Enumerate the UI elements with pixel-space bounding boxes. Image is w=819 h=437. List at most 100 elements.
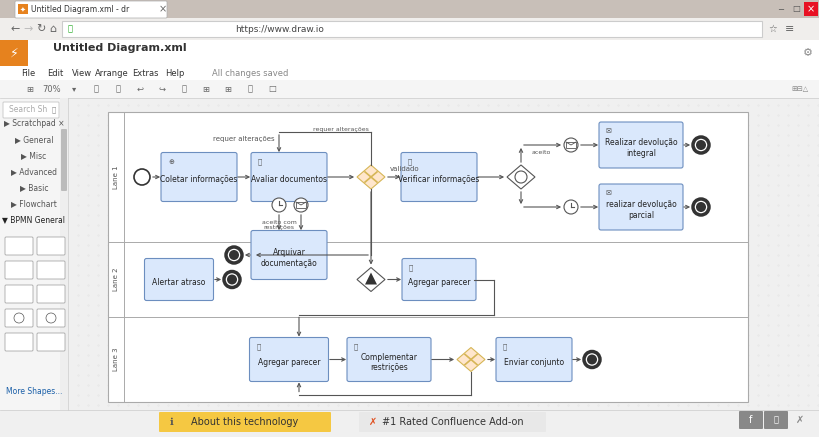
Circle shape [563,138,577,152]
Text: ×: × [806,4,814,14]
Text: More Shapes...: More Shapes... [6,388,62,396]
Text: Complementar
restrições: Complementar restrições [360,353,417,372]
Bar [62,21,761,37]
Bar [68,98,819,410]
Text: ▶ Basic: ▶ Basic [20,184,48,193]
Text: 👤: 👤 [409,264,413,271]
Text: ▶ Scratchpad ×: ▶ Scratchpad × [4,119,64,128]
Text: aceito: aceito [531,149,550,155]
FancyBboxPatch shape [251,230,327,280]
FancyBboxPatch shape [37,237,65,255]
Bar [18,4,28,14]
Text: ─: ─ [777,4,782,14]
FancyBboxPatch shape [159,412,331,432]
Text: 🔒: 🔒 [68,24,73,34]
FancyBboxPatch shape [15,1,167,18]
Bar [0,98,68,410]
Bar [0,410,819,437]
Text: requer alterações: requer alterações [313,126,369,132]
FancyBboxPatch shape [598,184,682,230]
Text: Untitled Diagram.xml - dr: Untitled Diagram.xml - dr [31,5,129,14]
Text: ×: × [159,4,167,14]
FancyBboxPatch shape [5,309,33,327]
Text: ⊞: ⊞ [202,84,209,94]
Polygon shape [364,273,377,284]
FancyBboxPatch shape [161,153,237,201]
Text: Realizar devolução
integral: Realizar devolução integral [604,138,676,158]
FancyBboxPatch shape [37,261,65,279]
Text: ▶ Misc: ▶ Misc [21,152,47,160]
Bar [0,18,819,40]
Text: Help: Help [165,69,184,77]
Text: Lane 1: Lane 1 [113,165,119,189]
Text: ⊞⊟△: ⊞⊟△ [790,86,808,92]
FancyBboxPatch shape [346,337,431,382]
Text: 🔍: 🔍 [52,107,56,113]
Text: validado: validado [390,166,419,172]
Bar [0,66,819,80]
FancyBboxPatch shape [5,333,33,351]
Bar [108,112,747,402]
FancyBboxPatch shape [738,411,762,429]
Text: Arquivar
documentação: Arquivar documentação [260,248,317,268]
FancyBboxPatch shape [61,129,67,191]
Text: aceito com
restrições: aceito com restrições [261,220,296,230]
Text: ▼ BPMN General: ▼ BPMN General [2,215,66,225]
FancyBboxPatch shape [400,153,477,201]
Text: ✗: ✗ [369,417,377,427]
Polygon shape [456,347,484,371]
Circle shape [692,199,708,215]
Text: Search Sh: Search Sh [9,105,47,114]
Text: ⊞: ⊞ [26,84,34,94]
Text: requer alterações: requer alterações [213,136,274,142]
FancyBboxPatch shape [5,285,33,303]
Text: About this technology: About this technology [191,417,298,427]
Text: □: □ [268,84,276,94]
FancyBboxPatch shape [251,153,327,201]
Text: ⊞: ⊞ [224,84,231,94]
Text: View: View [72,69,92,77]
FancyBboxPatch shape [249,337,328,382]
Polygon shape [506,165,534,189]
FancyBboxPatch shape [401,259,475,301]
Text: Coletar informações: Coletar informações [161,176,238,184]
Text: ▶ General: ▶ General [15,135,53,145]
Bar [296,202,305,208]
Circle shape [14,313,24,323]
Circle shape [229,250,238,260]
Text: Edit: Edit [47,69,63,77]
FancyBboxPatch shape [598,122,682,168]
FancyBboxPatch shape [359,412,545,432]
Circle shape [227,274,237,284]
Text: ▾: ▾ [72,84,76,94]
Circle shape [695,140,705,150]
Text: 👤: 👤 [258,159,262,165]
Text: 🖊: 🖊 [247,84,252,94]
Bar [789,2,801,14]
Circle shape [583,351,600,368]
Bar [60,98,68,410]
Text: 📋: 📋 [408,159,412,165]
Text: ≡: ≡ [785,24,794,34]
Text: https://www.draw.io: https://www.draw.io [235,24,324,34]
Circle shape [46,313,56,323]
FancyBboxPatch shape [5,237,33,255]
FancyBboxPatch shape [763,411,787,429]
Circle shape [226,247,242,263]
Circle shape [133,169,150,185]
Polygon shape [356,165,385,189]
Text: File: File [20,69,35,77]
Circle shape [224,271,240,288]
Text: ←: ← [11,24,20,34]
Polygon shape [356,267,385,291]
Circle shape [692,137,708,153]
Text: Verificar informações: Verificar informações [398,176,479,184]
Text: Agregar parecer: Agregar parecer [257,358,320,367]
Text: 🔍: 🔍 [115,84,120,94]
Text: Untitled Diagram.xml: Untitled Diagram.xml [53,43,187,53]
Text: f: f [749,415,752,425]
Text: ▶ Flowchart: ▶ Flowchart [11,200,57,208]
Text: Avaliar documentos: Avaliar documentos [251,176,327,184]
Text: ⚙: ⚙ [802,48,812,58]
Text: ↪: ↪ [158,84,165,94]
